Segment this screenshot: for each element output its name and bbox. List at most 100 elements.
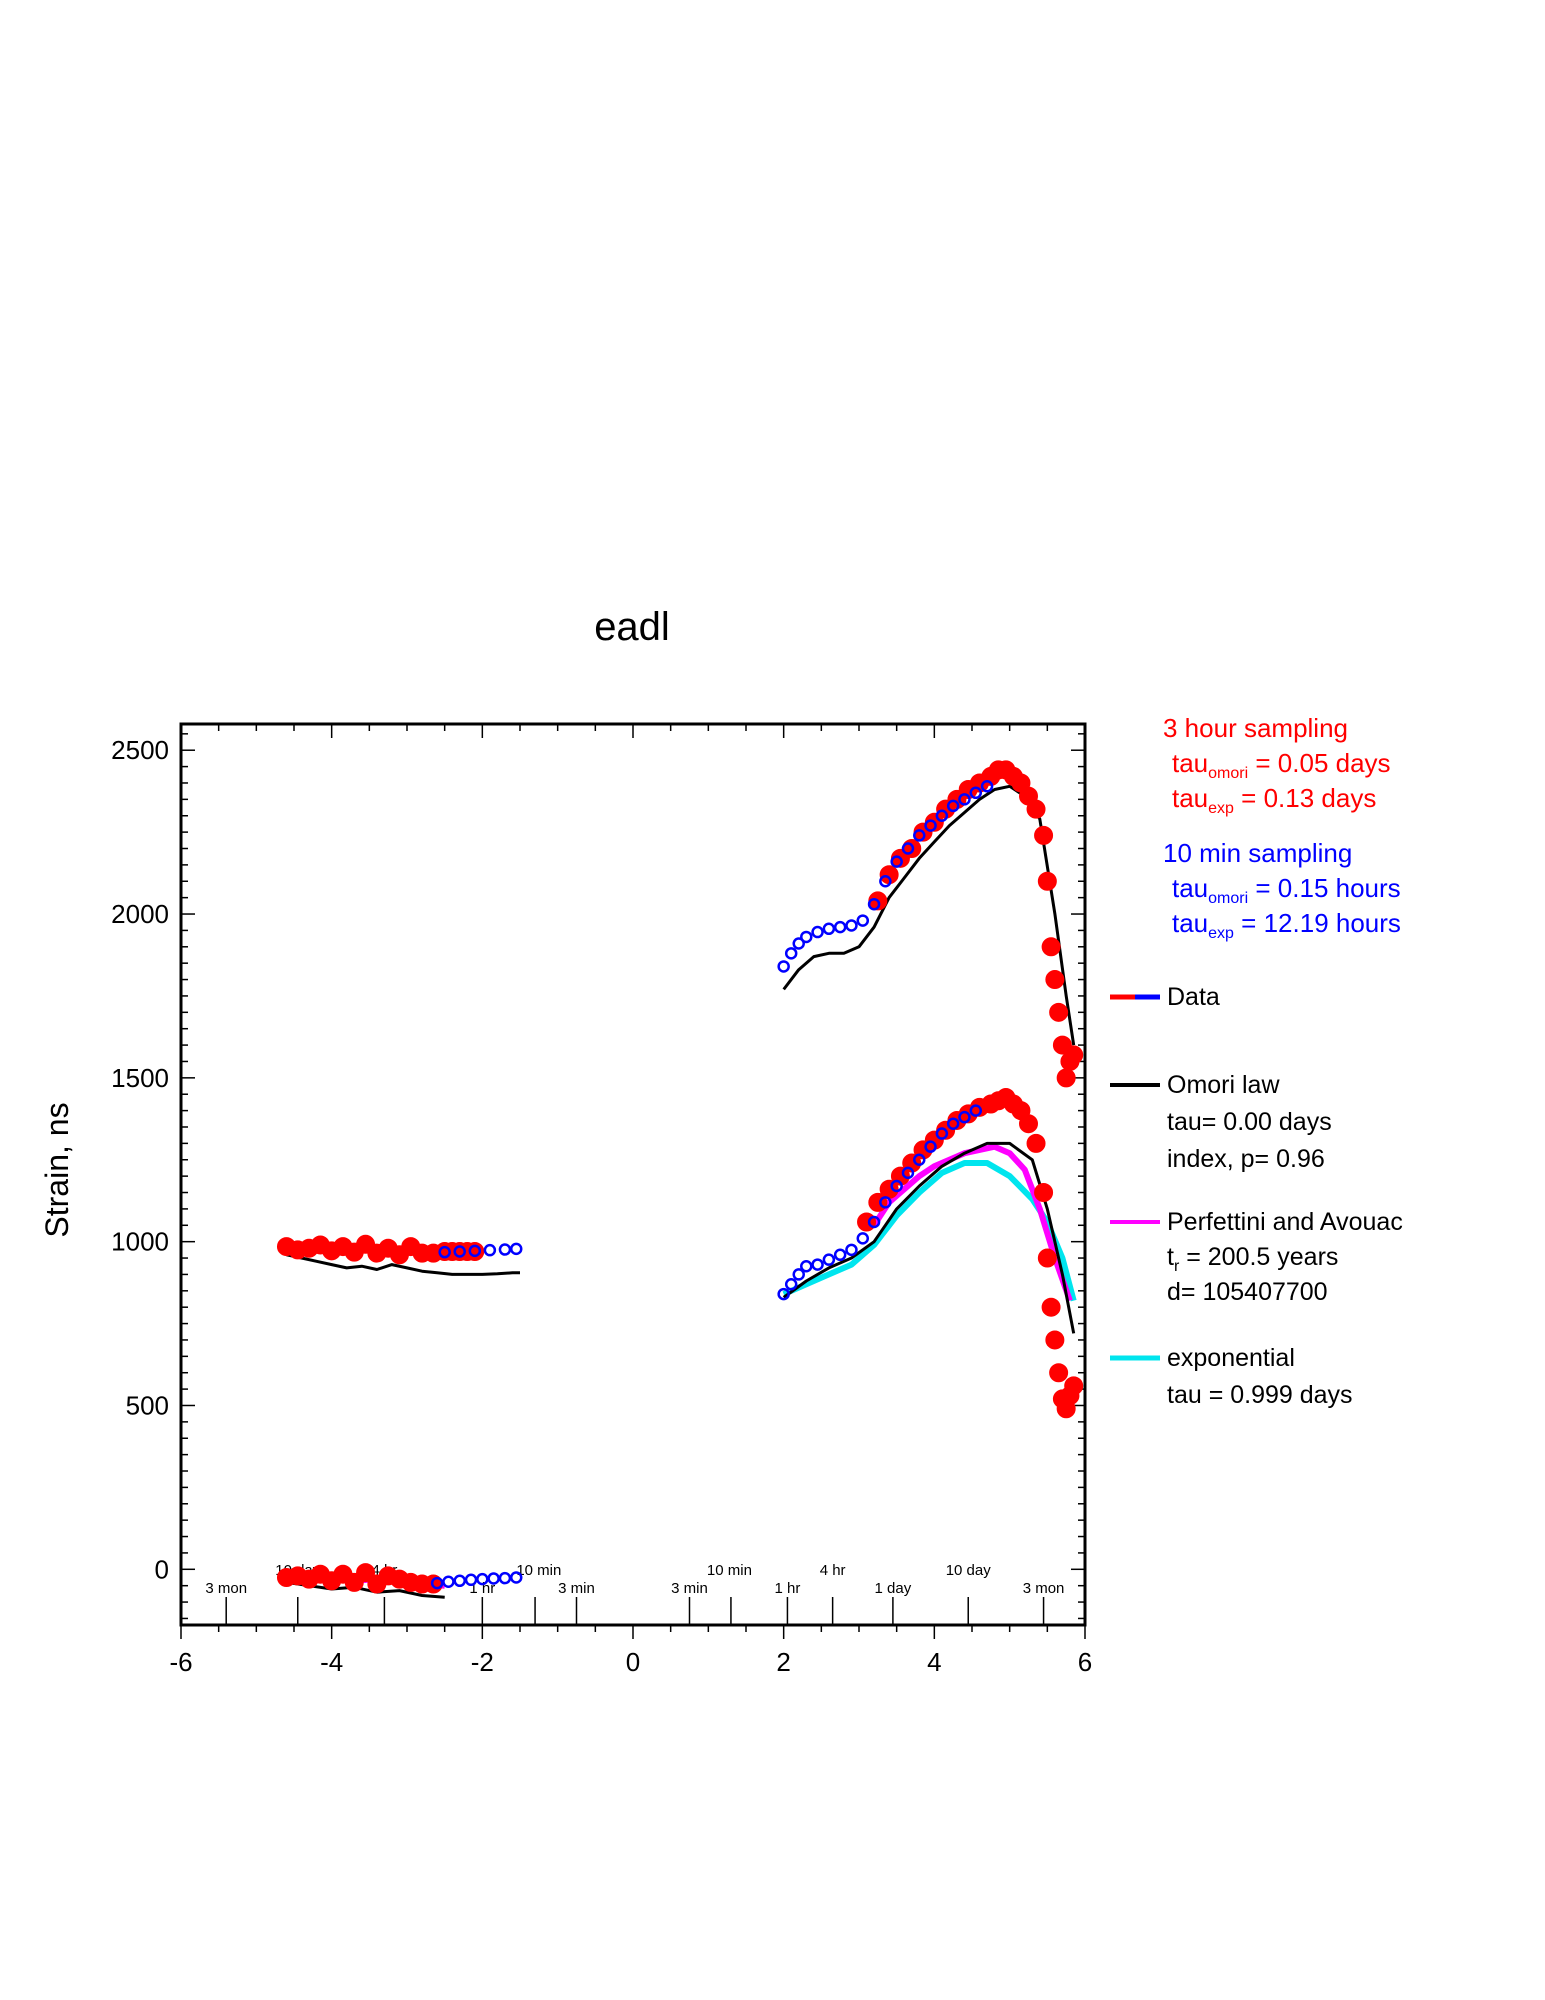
- blue-tau-exp-sub: exp: [1208, 925, 1234, 942]
- red-tau-omori-value: = 0.05 days: [1248, 748, 1390, 778]
- data-point: [822, 1253, 836, 1266]
- data-point: [792, 937, 805, 950]
- data-point: [468, 1244, 482, 1258]
- legend-perfettini-tr-prefix: t: [1167, 1243, 1174, 1271]
- x-axis: -6 -4 -2 0 2 4 6: [169, 724, 1092, 1677]
- data-point: [800, 930, 813, 944]
- data-point: [1041, 937, 1061, 957]
- data-point: [1045, 1330, 1065, 1350]
- data-point: [811, 925, 824, 939]
- data-point: [792, 1268, 805, 1281]
- y-tick-label: 1500: [111, 1063, 169, 1093]
- legend-exponential: exponential tau = 0.999 days: [1110, 1344, 1353, 1409]
- legend: Data Omori law tau= 0.00 days index, p= …: [1110, 983, 1403, 1409]
- x-tick-label: -2: [471, 1647, 494, 1677]
- y-tick-label: 1000: [111, 1227, 169, 1257]
- plot-border: [179, 722, 1087, 1627]
- blue-tau-exp-prefix: tau: [1172, 908, 1208, 938]
- x-tick-label: 4: [927, 1647, 941, 1677]
- data-point: [935, 809, 949, 822]
- data-point: [969, 1104, 983, 1117]
- red-tau-exp: tauexp = 0.13 days: [1172, 783, 1376, 817]
- x-tick-label: -4: [320, 1647, 343, 1677]
- data-point: [924, 1140, 937, 1153]
- data-point: [476, 1572, 489, 1586]
- red-tau-omori-prefix: tau: [1172, 748, 1208, 778]
- data-point: [1037, 1248, 1057, 1268]
- chart-title: eadl: [594, 605, 670, 649]
- time-label: 3 mon: [205, 1580, 247, 1597]
- data-point: [498, 1243, 512, 1256]
- red-sampling-title: 3 hour sampling: [1163, 713, 1348, 743]
- x-tick-label: 6: [1078, 1647, 1092, 1677]
- data-point: [901, 1166, 915, 1180]
- legend-omori-label: Omori law: [1167, 1071, 1280, 1099]
- data-point: [890, 1179, 903, 1193]
- blue-tau-omori: tauomori = 0.15 hours: [1172, 873, 1401, 907]
- x-tick-label: 0: [626, 1647, 640, 1677]
- data-point: [800, 1259, 813, 1273]
- data-point: [1064, 1376, 1084, 1396]
- data-point: [1026, 799, 1046, 819]
- data-point: [958, 793, 971, 806]
- red-tau-exp-sub: exp: [1208, 800, 1234, 817]
- plot-frame: [179, 722, 1087, 1627]
- data-point: [509, 1242, 523, 1256]
- blue-sampling-annotation: 10 min sampling tauomori = 0.15 hours ta…: [1163, 838, 1401, 942]
- y-axis-label: Strain, ns: [39, 1102, 75, 1237]
- time-label: 1 hr: [775, 1580, 801, 1597]
- legend-data: Data: [1110, 983, 1220, 1011]
- blue-tau-exp: tauexp = 12.19 hours: [1172, 908, 1401, 942]
- data-point: [879, 1196, 892, 1209]
- data-point: [845, 1243, 858, 1257]
- series-bottom-omori: [286, 1141, 1076, 1599]
- data-point: [969, 786, 983, 800]
- data-point: [1037, 871, 1057, 891]
- data-point: [935, 1127, 949, 1140]
- series-line: [286, 1253, 520, 1276]
- blue-sampling-title: 10 min sampling: [1163, 838, 1352, 868]
- data-point: [438, 1245, 451, 1259]
- data-point: [845, 919, 858, 932]
- data-point: [1049, 1002, 1069, 1022]
- data-point: [487, 1572, 500, 1585]
- blue-tau-omori-sub: omori: [1208, 890, 1248, 907]
- data-point: [890, 855, 903, 868]
- time-label: 10 min: [707, 1562, 752, 1579]
- y-tick-label: 0: [155, 1554, 169, 1584]
- blue-tau-omori-prefix: tau: [1172, 873, 1208, 903]
- red-sampling-annotation: 3 hour sampling tauomori = 0.05 days tau…: [1163, 713, 1391, 817]
- red-tau-omori: tauomori = 0.05 days: [1172, 748, 1391, 782]
- data-point: [980, 780, 994, 793]
- red-tau-exp-value: = 0.13 days: [1234, 783, 1376, 813]
- legend-omori-index: index, p= 0.96: [1167, 1145, 1325, 1173]
- time-label: 3 mon: [1023, 1580, 1065, 1597]
- data-point: [867, 897, 881, 911]
- red-tau-exp-prefix: tau: [1172, 783, 1208, 813]
- data-point: [1045, 970, 1065, 990]
- time-label: 10 min: [516, 1562, 561, 1579]
- legend-perfettini: Perfettini and Avouac tr = 200.5 years d…: [1110, 1208, 1403, 1306]
- data-point: [857, 1212, 877, 1232]
- legend-perfettini-tr-sub: r: [1174, 1258, 1180, 1275]
- data-point: [356, 1563, 376, 1583]
- legend-exponential-tau: tau = 0.999 days: [1167, 1381, 1353, 1409]
- legend-perfettini-label: Perfettini and Avouac: [1167, 1208, 1403, 1236]
- data-point: [833, 1248, 847, 1262]
- time-label: 3 min: [558, 1580, 595, 1597]
- x-tick-label: 2: [776, 1647, 790, 1677]
- legend-data-label: Data: [1167, 983, 1220, 1011]
- data-point: [1019, 1114, 1038, 1134]
- data-point: [442, 1575, 455, 1589]
- legend-perfettini-tr-value: = 200.5 years: [1179, 1243, 1338, 1271]
- data-point: [453, 1245, 466, 1258]
- data-point: [867, 1215, 881, 1229]
- legend-perfettini-tr: tr = 200.5 years: [1167, 1243, 1338, 1275]
- data-point: [822, 922, 836, 936]
- data-point: [856, 914, 870, 927]
- series-bottom-3hr: [276, 1088, 1084, 1594]
- data-point: [784, 1278, 798, 1291]
- data-point: [483, 1243, 497, 1257]
- y-axis-label-group: Strain, ns: [39, 1102, 75, 1237]
